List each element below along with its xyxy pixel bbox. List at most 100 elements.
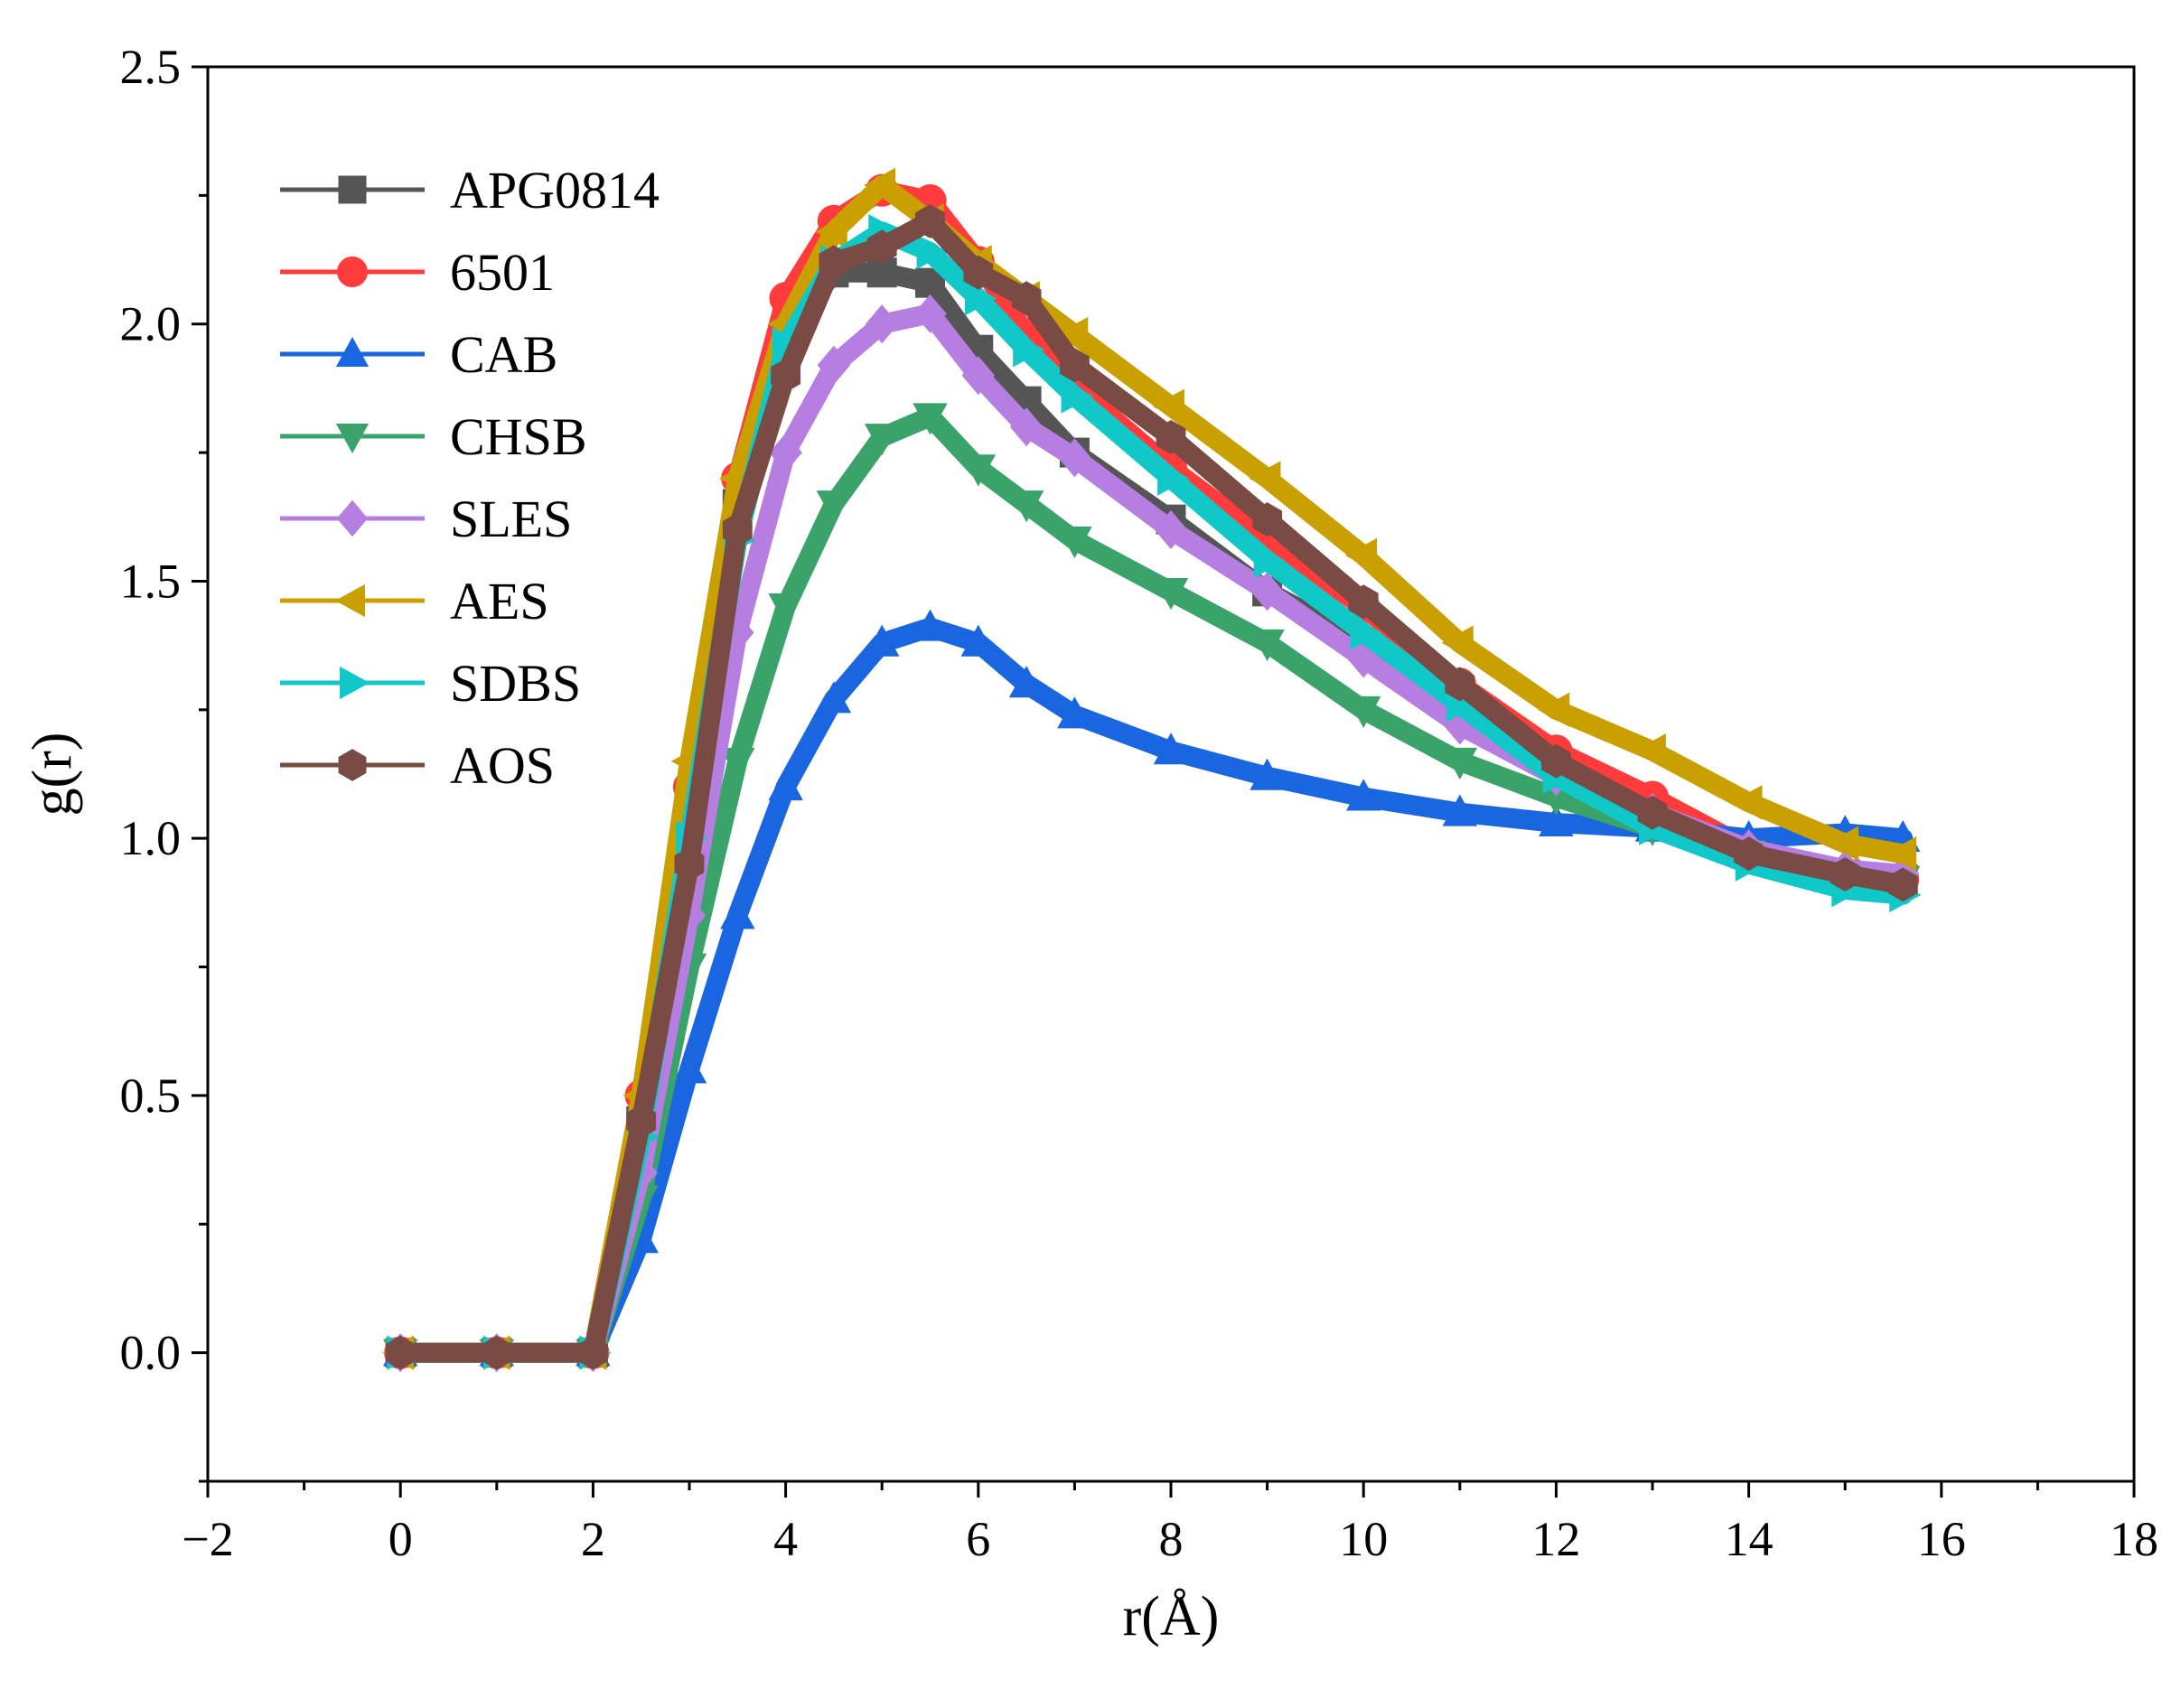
data-point-cab [671,1051,707,1084]
data-point-aos [915,203,945,238]
data-point-cab [1008,666,1044,698]
legend-marker [338,175,367,204]
legend-marker [337,257,368,287]
data-point-chsb [1345,695,1381,729]
series-line-aos [390,210,1914,1363]
x-tick-label: 12 [1531,1512,1580,1566]
data-point-aos [385,1335,416,1370]
legend-label: AOS [450,736,555,795]
data-point-aos [963,255,994,290]
data-point-chsb [960,454,997,487]
legend-item-6501: 6501 [280,243,555,302]
legend-item-aes: AES [280,572,549,630]
data-point-sles [1058,438,1091,478]
data-point-aos [1011,281,1042,316]
data-point-cab [1345,779,1381,811]
legend-marker [335,336,370,367]
legend-label: CHSB [450,407,587,466]
x-tick-label: 18 [2110,1512,2158,1566]
y-tick-label: 1.0 [120,811,182,865]
data-point-cab [768,768,803,801]
y-tick-label: 0.5 [120,1069,182,1123]
legend-marker [340,666,370,700]
data-point-chsb [720,747,755,780]
data-point-cab [913,609,948,641]
data-point-aos [577,1335,608,1370]
data-point-sdbs [1157,461,1190,496]
data-point-chsb [913,403,948,435]
data-point-chsb [864,424,900,456]
data-point-sles [1250,572,1284,611]
data-point-sles [769,433,802,472]
legend-marker [334,583,365,618]
data-point-cab [1539,804,1574,836]
data-point-chsb [816,490,852,523]
data-point-aos [1830,857,1860,892]
data-point-sdbs [964,281,997,316]
data-point-aos [482,1335,512,1370]
data-point-aos [1637,795,1668,830]
x-tick-label: 8 [1159,1512,1184,1566]
legend-item-aos: AOS [280,736,555,795]
data-point-cab [1153,733,1189,765]
x-tick-label: 2 [581,1512,605,1566]
data-point-aes [863,167,896,203]
data-point-cab [864,624,900,657]
y-tick-label: 2.0 [120,297,182,351]
data-point-sles [1154,509,1188,550]
y-tick-label: 2.5 [120,40,182,94]
legend-label: SDBS [450,654,581,713]
data-point-sles [913,294,947,333]
legend-item-sdbs: SDBS [280,654,581,713]
data-point-aes [1152,388,1184,425]
data-point-sdbs [1253,543,1286,578]
data-point-aos [674,846,705,882]
data-point-aos [1887,867,1918,902]
legend-label: APG0814 [450,161,660,219]
data-point-cab [720,897,755,929]
series-cab [382,609,1921,1367]
legend-marker [335,424,370,454]
legend-label: CAB [450,325,557,384]
x-axis-title: r(Å) [1123,1586,1220,1647]
data-point-sles [1009,407,1044,447]
x-axis-ticks: −2 0 2 4 6 8 10 12 14 16 18 [182,1481,2158,1566]
legend-item-sles: SLES [280,490,572,548]
y-tick-label: 1.5 [120,554,182,608]
data-point-aos [771,358,801,393]
data-point-chsb [1008,490,1044,523]
legend-label: 6501 [450,243,555,302]
data-point-aes [1538,692,1570,728]
data-point-sles [817,345,851,385]
data-point-sles [961,356,996,396]
data-point-aes [1249,461,1281,496]
data-point-aes [1730,785,1763,820]
data-point-aos [722,512,753,547]
x-tick-label: 6 [966,1512,990,1566]
data-point-sdbs [1350,615,1382,650]
y-tick-label: 0.0 [120,1326,182,1380]
data-point-chsb [1153,577,1189,611]
data-point-cab [1057,696,1092,729]
data-point-cab [960,624,997,657]
data-point-aes [1826,826,1859,862]
data-point-chsb [1442,747,1478,780]
data-point-aos [1348,584,1379,620]
data-point-aos [819,245,849,280]
legend-label: SLES [450,490,572,548]
data-point-aos [1156,420,1186,454]
y-axis-ticks: 0.0 0.5 1.0 1.5 2.0 2.5 [120,40,208,1483]
data-point-aos [866,229,897,265]
data-point-aes [815,213,847,249]
x-tick-label: 0 [388,1512,413,1566]
data-point-aes [1633,733,1666,769]
legend-item-apg0814: APG0814 [280,161,660,219]
x-tick-label: 10 [1339,1512,1388,1566]
data-point-cab [1442,794,1478,826]
y-axis-title: g(r) [22,733,83,817]
series-line-cab [390,617,1914,1363]
data-point-aes [1884,836,1917,872]
